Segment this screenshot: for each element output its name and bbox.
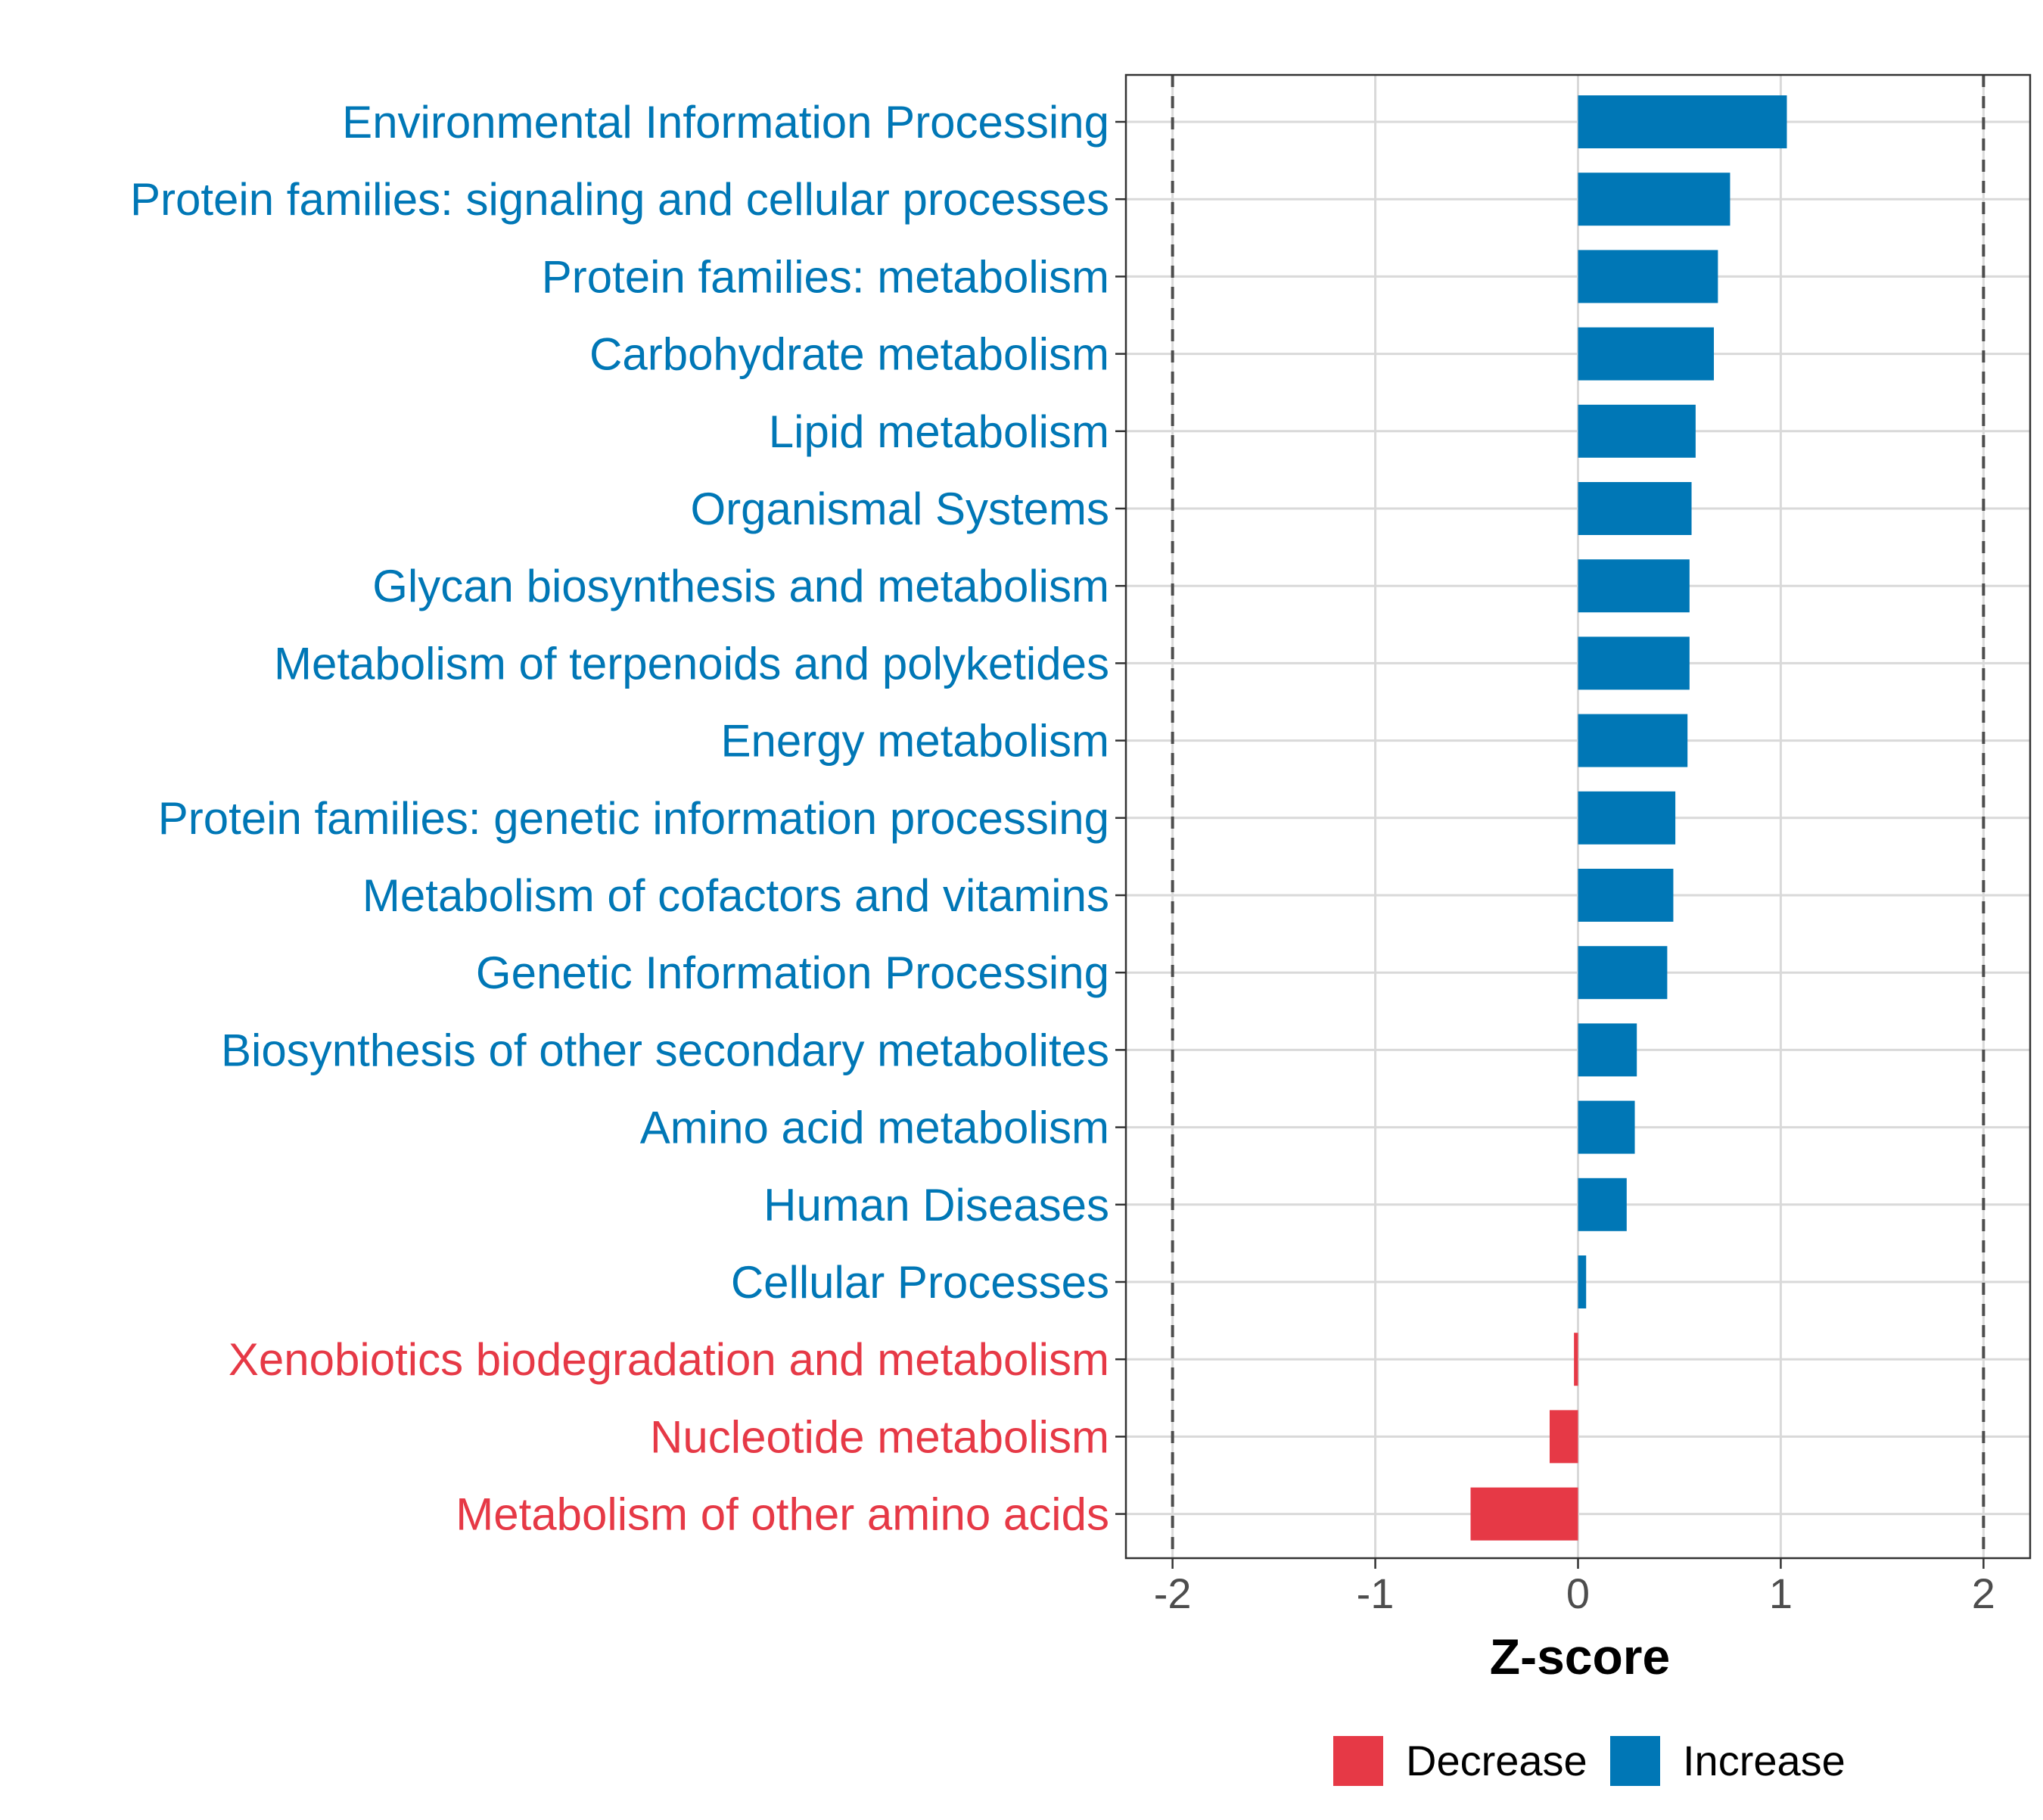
category-label: Protein families: genetic information pr…	[158, 793, 1109, 844]
category-label: Lipid metabolism	[769, 406, 1109, 457]
bar	[1578, 946, 1668, 1000]
x-axis-title: Z-score	[1490, 1629, 1670, 1685]
bar	[1578, 1023, 1637, 1077]
category-label: Nucleotide metabolism	[650, 1411, 1109, 1462]
bar	[1574, 1333, 1578, 1386]
bar	[1578, 327, 1715, 381]
category-label: Protein families: signaling and cellular…	[130, 174, 1109, 225]
category-label: Amino acid metabolism	[640, 1103, 1109, 1153]
legend: Decrease Increase	[1333, 1736, 1846, 1786]
category-label: Metabolism of terpenoids and polyketides	[274, 638, 1109, 689]
bar	[1578, 404, 1696, 458]
bar	[1578, 559, 1690, 613]
category-label: Protein families: metabolism	[542, 251, 1109, 302]
x-tick-label: 2	[1972, 1570, 1995, 1617]
bar	[1578, 95, 1787, 148]
category-label: Glycan biosynthesis and metabolism	[372, 561, 1109, 611]
bar	[1578, 173, 1730, 226]
x-tick-label: 0	[1566, 1570, 1590, 1617]
legend-swatch	[1333, 1736, 1383, 1786]
category-labels: Environmental Information Processing Prot…	[130, 97, 1109, 1540]
x-tick-labels: -2 -1 0 1 2	[1154, 1570, 1995, 1617]
x-tick-label: 1	[1769, 1570, 1793, 1617]
x-tick-label: -2	[1154, 1570, 1192, 1617]
category-label: Metabolism of cofactors and vitamins	[362, 870, 1109, 921]
category-label: Environmental Information Processing	[342, 97, 1109, 148]
legend-swatch	[1610, 1736, 1660, 1786]
category-label: Carbohydrate metabolism	[589, 329, 1109, 380]
bar	[1549, 1410, 1578, 1464]
category-label: Organismal Systems	[691, 484, 1109, 534]
bar	[1578, 1255, 1587, 1308]
category-label: Energy metabolism	[720, 716, 1109, 767]
bar	[1578, 482, 1692, 535]
bar	[1578, 636, 1690, 690]
bar	[1578, 714, 1688, 767]
category-label: Genetic Information Processing	[476, 947, 1109, 998]
bar	[1578, 869, 1674, 922]
bar	[1470, 1487, 1578, 1541]
bars	[1470, 95, 1787, 1541]
category-label: Xenobiotics biodegradation and metabolis…	[229, 1334, 1109, 1385]
legend-label: Decrease	[1406, 1737, 1587, 1784]
y-ticks	[1115, 120, 1126, 1515]
category-label: Human Diseases	[763, 1180, 1109, 1230]
bar	[1578, 1178, 1627, 1231]
category-label: Cellular Processes	[731, 1257, 1109, 1308]
x-ticks	[1171, 1558, 1985, 1569]
reference-lines	[1171, 75, 1985, 1558]
category-label: Biosynthesis of other secondary metaboli…	[221, 1025, 1109, 1075]
legend-label: Increase	[1683, 1737, 1846, 1784]
bar	[1578, 250, 1718, 303]
bar	[1578, 791, 1676, 845]
bar	[1578, 1100, 1635, 1154]
x-tick-label: -1	[1357, 1570, 1395, 1617]
category-label: Metabolism of other amino acids	[456, 1489, 1109, 1540]
